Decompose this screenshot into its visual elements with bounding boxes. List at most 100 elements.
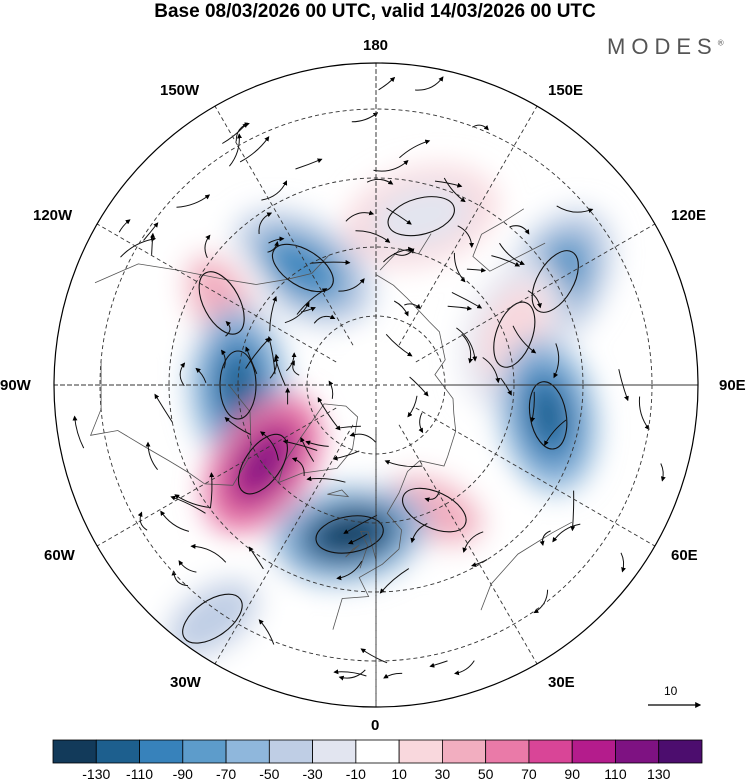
streamline-arrow: [410, 523, 428, 544]
streamline-arrow: [268, 236, 285, 244]
streamline-arrow: [471, 559, 488, 568]
streamline-arrow: [333, 669, 367, 677]
streamline-arrow: [258, 212, 273, 235]
streamline-arrow: [310, 259, 351, 265]
circulation-loop: [493, 301, 536, 368]
streamline-arrow: [225, 320, 231, 337]
streamline-arrow: [305, 440, 329, 447]
streamline-arrow: [409, 376, 429, 397]
streamline-arrow: [154, 393, 173, 423]
wind-streamlines: [72, 76, 666, 681]
label-90w: 90W: [0, 377, 31, 394]
streamline-arrow: [638, 396, 650, 431]
streamline-arrow: [415, 76, 444, 91]
streamline-arrow: [118, 219, 131, 233]
streamline-arrow: [338, 278, 365, 292]
anomaly-blob-core: [531, 385, 565, 446]
streamline-arrow: [509, 225, 530, 235]
streamline-arrow: [355, 230, 391, 243]
coastline: [359, 530, 377, 569]
streamline-arrow: [338, 669, 366, 681]
streamline-arrow: [137, 511, 148, 531]
circulation-loop: [402, 487, 467, 533]
streamline-arrow: [248, 546, 264, 570]
meridian-line: [415, 407, 656, 547]
streamline-arrow: [552, 523, 581, 543]
streamline-arrow: [407, 395, 418, 418]
colorbar-label: -130: [82, 766, 110, 782]
polar-map: [53, 62, 699, 708]
streamline-arrow: [453, 252, 466, 283]
label-180: 180: [363, 37, 389, 54]
streamline-arrow: [393, 300, 409, 317]
streamline-arrow: [499, 242, 525, 266]
streamline-arrow: [145, 441, 158, 471]
label-120w: 120W: [33, 207, 73, 224]
coastline: [332, 274, 457, 630]
coastline: [327, 489, 350, 498]
colorbar-swatch: [485, 739, 530, 764]
circulation-loop: [387, 196, 455, 237]
streamline-arrow: [660, 463, 666, 482]
streamline-arrow: [457, 225, 475, 248]
streamline-arrow: [239, 136, 270, 163]
streamline-arrow: [229, 133, 243, 167]
streamline-arrow: [378, 76, 396, 91]
streamline-arrow: [300, 306, 316, 313]
streamline-arrow: [267, 241, 280, 253]
circulation-loop: [531, 250, 579, 313]
meridian-line: [214, 105, 354, 346]
streamline-arrow: [482, 357, 501, 384]
coastline: [472, 208, 546, 272]
streamline-arrow: [284, 301, 310, 324]
colorbar-swatch: [52, 739, 97, 764]
circulation-loop: [182, 593, 243, 644]
colorbar-label: 70: [521, 766, 537, 782]
streamline-arrow: [447, 305, 473, 311]
streamline-arrow: [349, 431, 376, 443]
label-120e: 120E: [671, 207, 707, 224]
colorbar-label: 30: [435, 766, 451, 782]
colorbar-label: 50: [478, 766, 494, 782]
streamline-arrow: [269, 353, 280, 379]
label-30e: 30E: [548, 674, 575, 691]
streamline-arrow: [466, 267, 487, 273]
streamline-arrow: [295, 158, 323, 170]
streamline-arrow: [209, 472, 215, 509]
streamline-arrow: [500, 377, 512, 396]
streamline-arrow: [451, 291, 483, 309]
streamline-arrow: [347, 533, 368, 545]
colorbar-label: 90: [564, 766, 580, 782]
registered-mark: ®: [717, 38, 724, 48]
streamline-arrow: [461, 333, 474, 364]
reference-vector-label: 10: [664, 684, 678, 698]
colorbar-swatch: [355, 739, 400, 764]
streamline-arrow: [143, 222, 159, 241]
streamline-arrow: [190, 543, 227, 563]
streamline-arrow: [174, 494, 212, 509]
streamline-arrow: [383, 672, 403, 679]
streamline-arrow: [456, 327, 478, 362]
colorbar-swatch: [528, 739, 573, 764]
colorbar-swatch: [312, 739, 357, 764]
coastline: [262, 403, 359, 484]
map-title: Base 08/03/2026 00 UTC, valid 14/03/2026…: [154, 1, 596, 22]
streamline-arrow: [429, 660, 448, 668]
streamline-arrow: [291, 457, 305, 477]
streamline-arrow: [418, 412, 424, 434]
streamline-arrow: [221, 349, 226, 369]
label-90e: 90E: [719, 377, 746, 394]
label-60w: 60W: [44, 547, 75, 564]
streamline-arrow: [570, 490, 576, 532]
colorbar-label: -10: [346, 766, 366, 782]
circulation-loop: [237, 433, 288, 495]
streamline-arrow: [150, 232, 156, 255]
colorbar-swatch: [441, 739, 487, 764]
streamline-arrow: [160, 510, 190, 532]
reference-vector: [648, 702, 702, 708]
streamline-arrow: [120, 236, 157, 258]
streamline-arrow: [384, 460, 423, 468]
colorbar-swatch: [225, 739, 270, 764]
meridian-line: [398, 424, 538, 665]
streamline-arrow: [539, 530, 551, 546]
